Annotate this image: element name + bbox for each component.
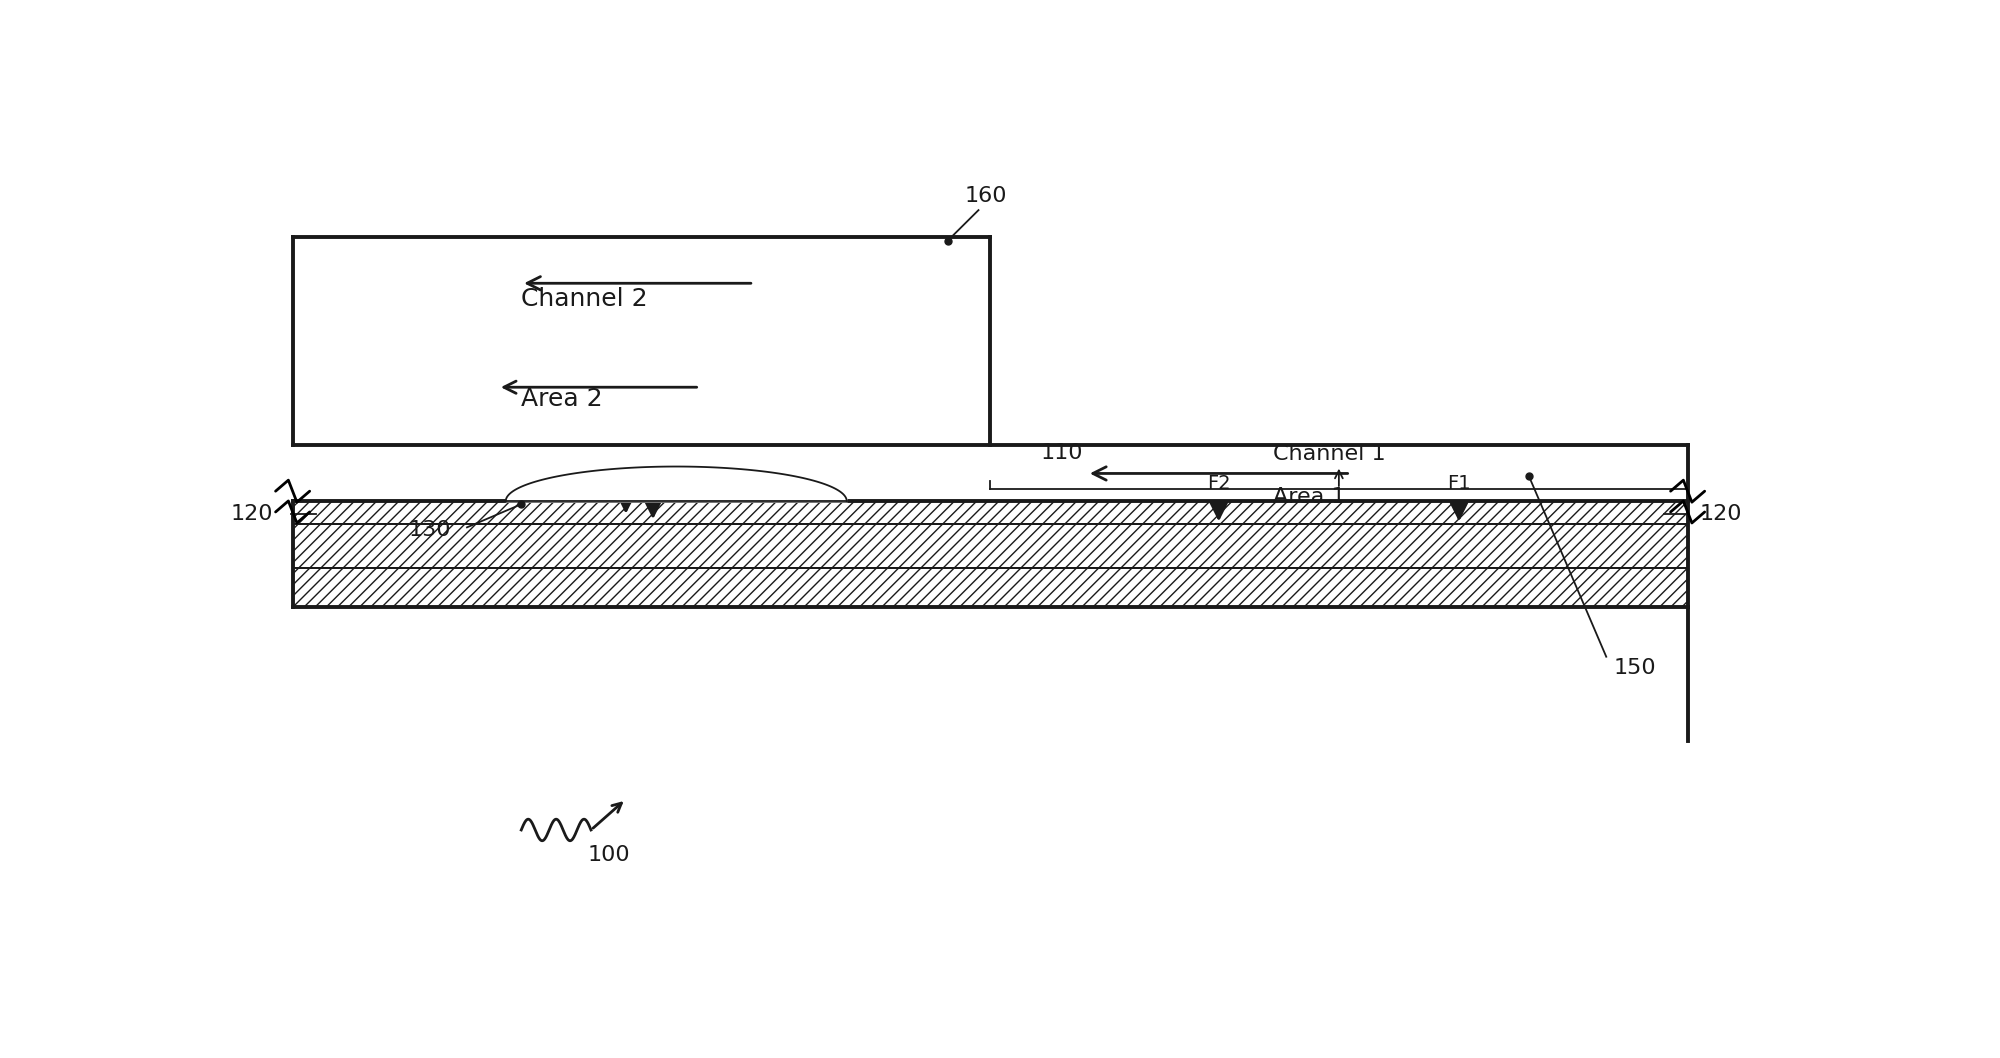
Text: 160: 160 [964, 186, 1008, 206]
Text: 100: 100 [588, 845, 630, 865]
Bar [292, 525, 1688, 568]
Text: 120: 120 [1700, 505, 1742, 525]
Text: 120: 120 [230, 505, 274, 525]
Text: Channel 2: Channel 2 [522, 287, 648, 311]
Text: F1: F1 [1448, 474, 1470, 493]
Text: 130: 130 [410, 519, 452, 540]
Text: Area 1: Area 1 [1274, 488, 1346, 508]
Text: Channel 1: Channel 1 [1274, 444, 1386, 464]
Text: 110: 110 [1040, 442, 1084, 462]
Text: F2: F2 [1206, 474, 1230, 493]
Text: 150: 150 [1614, 658, 1656, 678]
Bar [292, 568, 1688, 606]
Text: Area 2: Area 2 [522, 387, 602, 411]
Bar [292, 501, 1688, 525]
